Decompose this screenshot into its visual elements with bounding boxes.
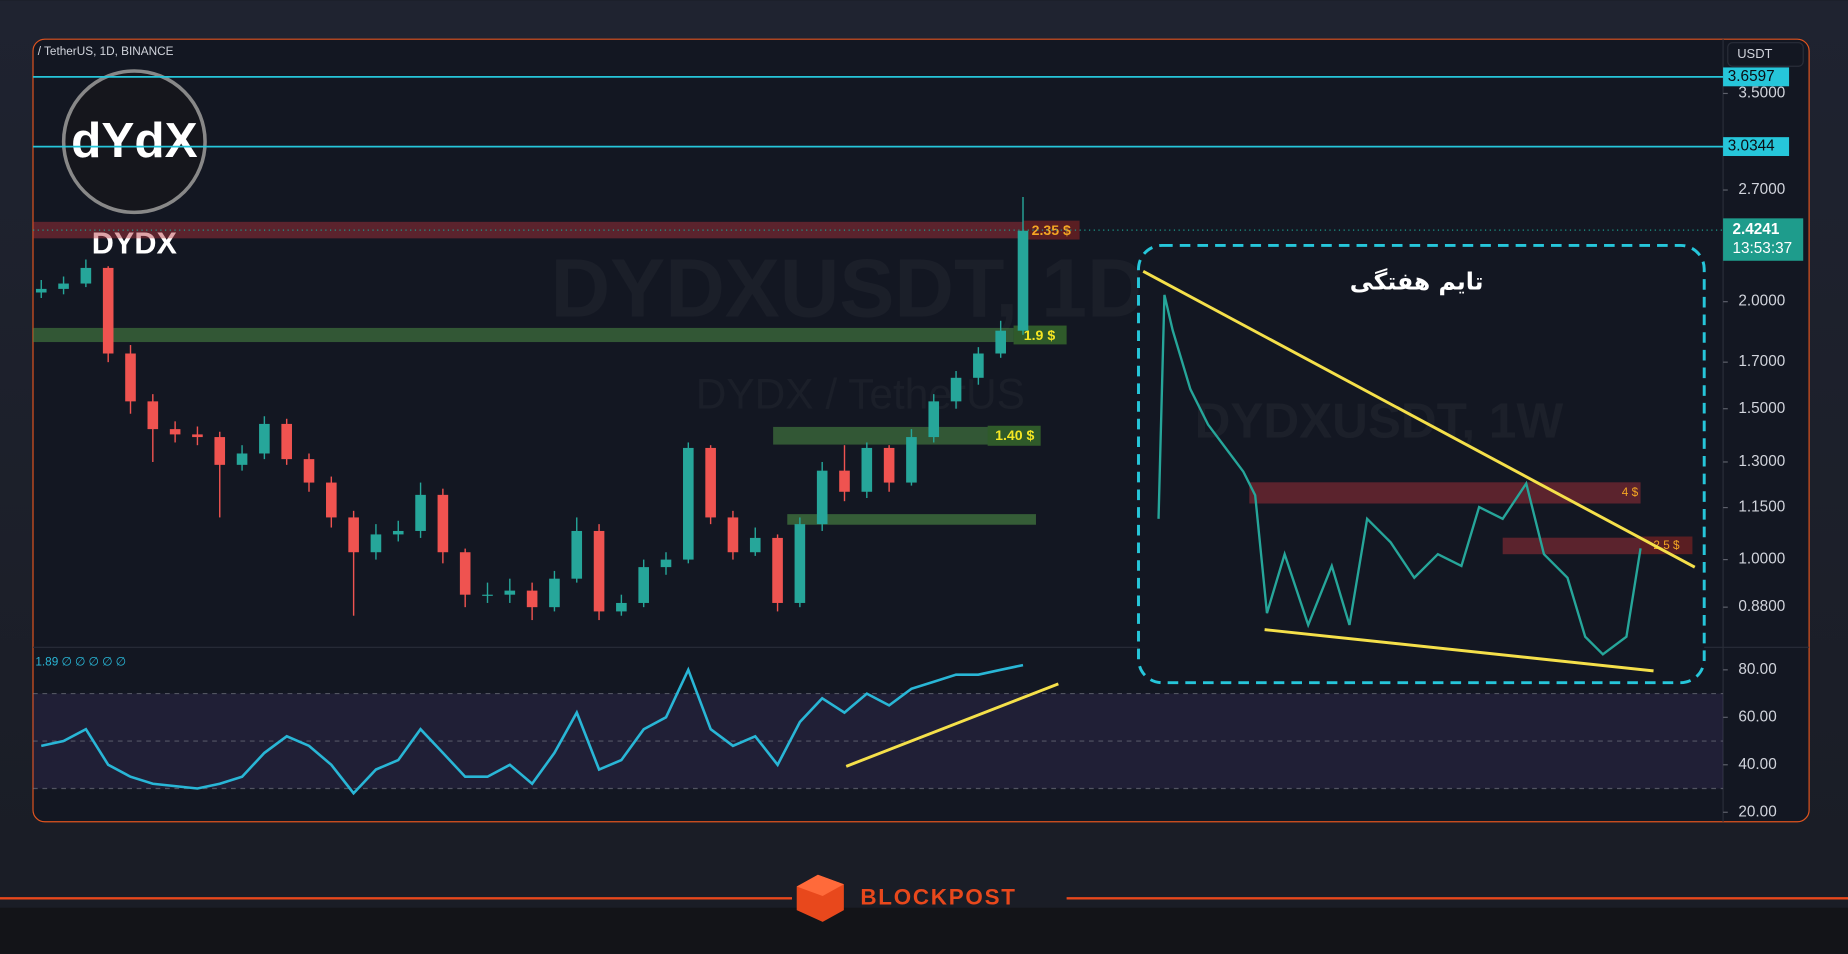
candle-body [883, 447, 895, 483]
footer-logo-top [796, 874, 844, 896]
price-level-label: 3.6597 [1728, 68, 1775, 85]
candle-body [348, 517, 359, 553]
watermark: DYDXUSDT, 1D [551, 243, 1147, 335]
candle-body [772, 537, 783, 603]
inset-title: تایم هفتگی [1350, 268, 1484, 296]
candle-body [370, 534, 382, 553]
y-tick-label: 0.8800 [1738, 598, 1785, 615]
candle-body [281, 423, 292, 460]
zone-label-box [987, 425, 1041, 446]
candle-body [526, 590, 538, 608]
candle-body [593, 530, 605, 612]
candle-body [214, 437, 226, 465]
rsi-line [40, 663, 1024, 796]
candle-body [749, 537, 761, 553]
y-tick-label: 40.00 [1738, 756, 1776, 773]
candle-body [415, 494, 426, 531]
candle-body [616, 602, 627, 612]
candle-body [192, 434, 203, 438]
footer-brand: BLOCKPOST [860, 884, 1016, 909]
y-tick-label: 3.5000 [1738, 85, 1785, 102]
candle-body [727, 517, 739, 553]
candle-body [995, 330, 1006, 354]
candle-body [1017, 230, 1029, 331]
y-tick-label: 1.0000 [1738, 551, 1785, 568]
candle-body [683, 447, 694, 560]
zone-label: 1.40 $ [995, 427, 1034, 443]
candle-body [549, 578, 560, 608]
y-tick-label: 2.0000 [1738, 293, 1785, 310]
candle-body [861, 447, 873, 492]
candle-body [35, 288, 47, 293]
countdown: 13:53:37 [1733, 240, 1793, 257]
candle-body [58, 283, 69, 289]
inset-frame [1137, 243, 1706, 685]
inset-zone-label-box [1640, 536, 1693, 555]
y-tick-label: 1.7000 [1738, 353, 1785, 370]
symbol-label: / TetherUS, 1D, BINANCE [38, 45, 174, 58]
price-level-badge [1723, 67, 1790, 87]
support-zone [787, 514, 1036, 525]
candle-body [437, 494, 449, 553]
y-tick-label: 1.5000 [1738, 400, 1785, 417]
candle-body [705, 447, 716, 518]
candle-body [80, 267, 92, 284]
inset-zone [1502, 537, 1641, 555]
candle-body [794, 524, 806, 603]
y-tick-label: 1.3000 [1738, 453, 1785, 470]
y-tick-label: 2.7000 [1738, 181, 1785, 198]
candle-body [459, 552, 471, 595]
candle-body [259, 423, 270, 454]
candle-body [303, 459, 315, 483]
weekly-inset: DYDXUSDT, 1W 4 $ 2.5 $ تایم هفتگی [1137, 243, 1706, 685]
currency-box[interactable] [1727, 42, 1804, 67]
candle-body [973, 353, 984, 378]
candle-body [147, 401, 159, 430]
candle-body [326, 482, 337, 518]
candle-body [169, 429, 181, 435]
rsi-legend: 1.89 ∅ ∅ ∅ ∅ ∅ [35, 656, 125, 669]
rsi-trendline [845, 682, 1059, 768]
price-level-label: 3.0344 [1728, 138, 1775, 155]
zone-label-box [1023, 220, 1080, 240]
inset-zone [1249, 482, 1641, 504]
candle-body [392, 530, 404, 535]
inset-zone-label: 4 $ [1622, 486, 1639, 499]
candle-body [839, 470, 850, 492]
y-tick-label: 1.1500 [1738, 499, 1785, 516]
last-price-badge [1723, 218, 1804, 261]
inset-trendline [1142, 270, 1696, 569]
logo: dYdX [71, 113, 198, 168]
footer-band [0, 907, 1848, 954]
price-level-badge [1723, 137, 1790, 157]
support-zone [773, 426, 998, 445]
last-price: 2.4241 [1733, 221, 1780, 238]
candle-body [660, 559, 672, 568]
y-tick-label: 20.00 [1738, 803, 1776, 820]
support-zone [33, 327, 1014, 343]
inset-price [1157, 294, 1642, 656]
plot: 0.8800 1.0000 1.1500 1.3000 1.5000 1.7000 2.00… [33, 67, 1804, 820]
candle-body [906, 437, 917, 483]
candle-body [571, 530, 583, 579]
candle-body [816, 470, 828, 525]
candle-body [504, 590, 516, 595]
y-tick-label: 60.00 [1738, 708, 1776, 725]
candle-body [125, 353, 136, 402]
y-tick-label: 80.00 [1738, 661, 1776, 678]
coin-name: DYDX [92, 227, 178, 261]
candle-body [928, 401, 940, 438]
inset-trendline [1264, 628, 1654, 673]
logo-circle [61, 69, 207, 215]
candle-body [638, 567, 649, 603]
currency[interactable]: USDT [1737, 46, 1772, 61]
zone-label: 1.9 $ [1024, 327, 1056, 343]
candle-body [950, 377, 962, 402]
candle-body [102, 267, 114, 354]
candle-body [236, 453, 248, 465]
inset-watermark: DYDXUSDT, 1W [1195, 394, 1564, 449]
candle-body [482, 594, 493, 596]
